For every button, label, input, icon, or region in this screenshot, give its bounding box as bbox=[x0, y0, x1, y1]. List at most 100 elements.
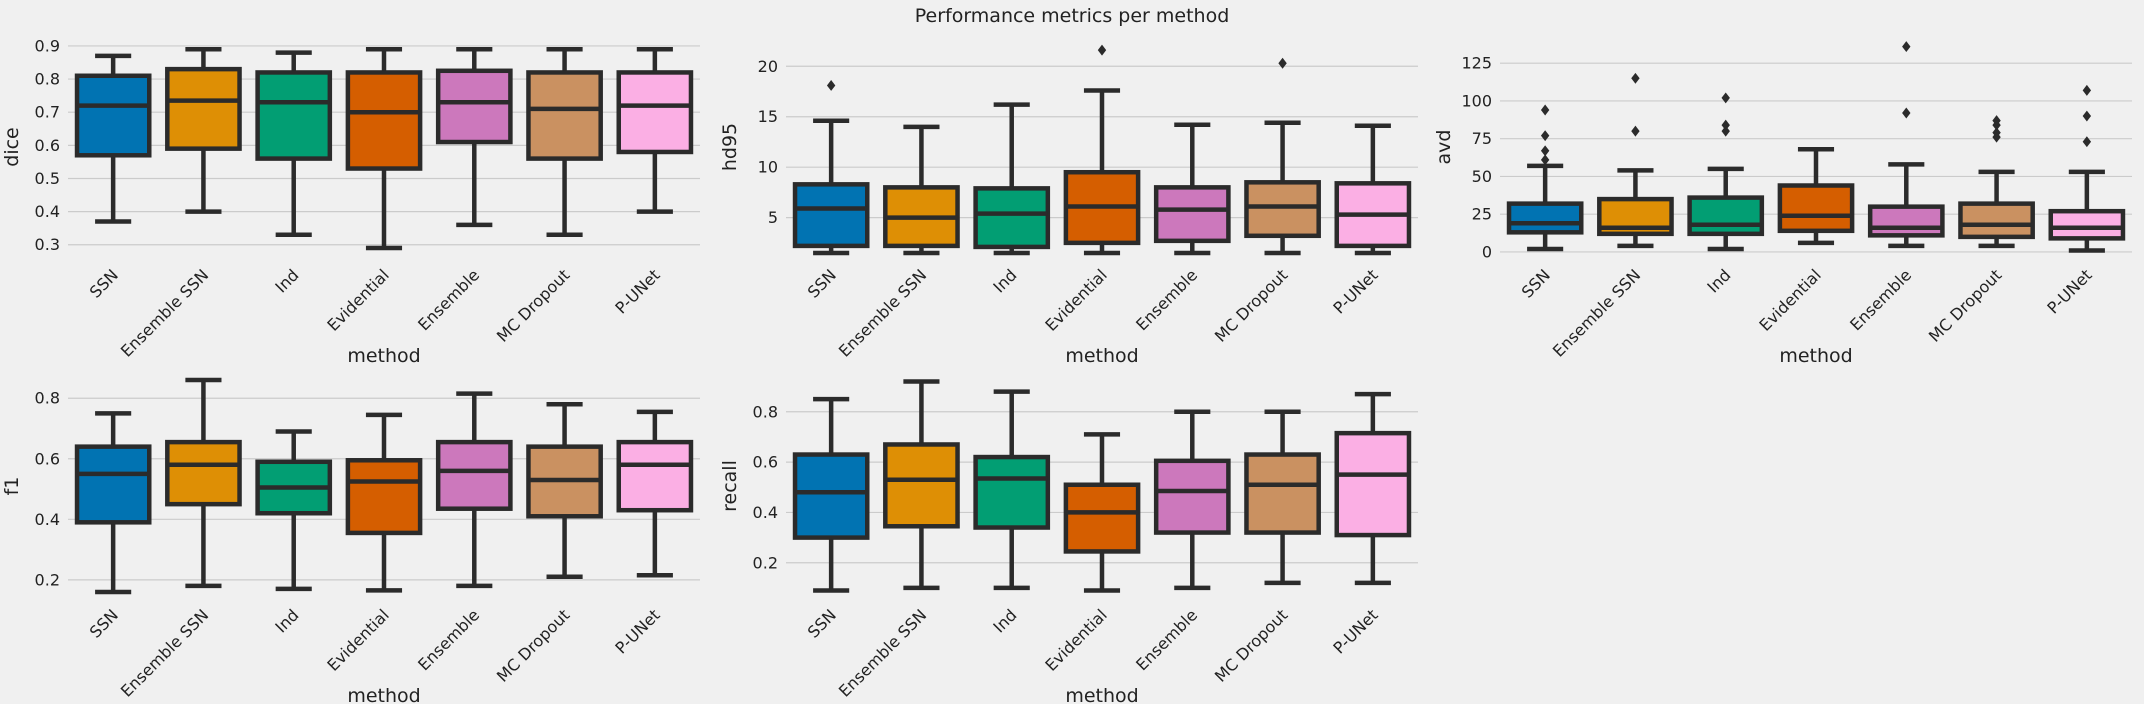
box-ensemble-ssn bbox=[1597, 72, 1674, 249]
box-ind bbox=[973, 102, 1051, 256]
outlier-point bbox=[1902, 107, 1911, 119]
iqr-box bbox=[1867, 204, 1945, 238]
box-mc-dropout bbox=[1244, 57, 1321, 256]
x-axis-label: method bbox=[347, 345, 420, 367]
iqr-box bbox=[1063, 482, 1141, 554]
iqr-box bbox=[1153, 185, 1231, 244]
box-ensemble-ssn bbox=[883, 124, 960, 256]
x-axis-label: method bbox=[1065, 685, 1138, 704]
iqr-box bbox=[165, 439, 242, 507]
y-axis-label: recall bbox=[719, 460, 741, 512]
x-axis-label: method bbox=[1779, 345, 1852, 367]
iqr-box bbox=[1244, 180, 1321, 239]
iqr-box bbox=[2048, 208, 2126, 241]
box-evidential bbox=[1063, 432, 1141, 593]
iqr-box bbox=[1777, 183, 1855, 234]
box-evidential bbox=[345, 412, 423, 593]
iqr-box bbox=[255, 70, 333, 161]
figure-title: Performance metrics per method bbox=[915, 5, 1230, 27]
outlier-point bbox=[1097, 44, 1107, 56]
outlier-point bbox=[2082, 136, 2092, 148]
y-axis-label: f1 bbox=[1, 477, 23, 496]
box-ssn bbox=[74, 53, 152, 224]
y-tick-label: 0.4 bbox=[753, 503, 778, 522]
y-tick-label: 0.9 bbox=[35, 36, 60, 55]
y-tick-label: 100 bbox=[1461, 91, 1492, 110]
outlier-point bbox=[2082, 110, 2092, 122]
iqr-box bbox=[973, 454, 1051, 530]
outlier-point bbox=[1540, 154, 1550, 166]
outlier-point bbox=[1540, 104, 1550, 116]
box-ensemble-ssn bbox=[883, 379, 960, 591]
y-tick-label: 0 bbox=[1482, 242, 1492, 261]
y-tick-label: 0.5 bbox=[35, 169, 60, 188]
y-axis-label: dice bbox=[1, 127, 23, 166]
box-ensemble bbox=[1153, 122, 1231, 256]
box-mc-dropout bbox=[526, 402, 603, 580]
box-ensemble bbox=[1153, 409, 1231, 591]
iqr-box bbox=[435, 439, 513, 511]
y-axis-label: avd bbox=[1433, 130, 1455, 165]
iqr-box bbox=[883, 442, 960, 529]
iqr-box bbox=[74, 444, 152, 525]
y-tick-label: 0.7 bbox=[35, 103, 60, 122]
iqr-box bbox=[1334, 430, 1412, 538]
iqr-box bbox=[345, 458, 423, 536]
box-ensemble bbox=[435, 47, 513, 228]
iqr-box bbox=[1153, 458, 1231, 535]
iqr-box bbox=[792, 182, 870, 249]
y-tick-label: 0.8 bbox=[35, 70, 60, 89]
outlier-point bbox=[1278, 57, 1287, 69]
box-ind bbox=[973, 389, 1051, 591]
y-tick-label: 15 bbox=[758, 107, 778, 126]
box-ind bbox=[1687, 92, 1765, 252]
box-evidential bbox=[1777, 147, 1855, 246]
box-mc-dropout bbox=[1958, 115, 2035, 249]
box-ssn bbox=[792, 79, 870, 256]
outlier-point bbox=[1992, 127, 2001, 139]
box-ensemble-ssn bbox=[165, 377, 242, 589]
iqr-box bbox=[1506, 201, 1584, 235]
y-axis-label: hd95 bbox=[719, 123, 741, 171]
box-ind bbox=[255, 50, 333, 238]
box-p-unet bbox=[616, 409, 694, 578]
x-axis-label: method bbox=[1065, 345, 1138, 367]
box-ensemble bbox=[435, 391, 513, 589]
y-tick-label: 20 bbox=[758, 57, 778, 76]
y-tick-label: 50 bbox=[1472, 167, 1492, 186]
iqr-box bbox=[1687, 195, 1765, 237]
outlier-point bbox=[1902, 41, 1911, 53]
y-tick-label: 0.8 bbox=[753, 402, 778, 421]
box-ssn bbox=[1506, 104, 1584, 252]
box-ssn bbox=[74, 411, 152, 595]
box-evidential bbox=[1063, 44, 1141, 256]
box-mc-dropout bbox=[1244, 409, 1321, 586]
x-axis-label: method bbox=[347, 685, 420, 704]
iqr-box bbox=[74, 73, 152, 158]
outlier-point bbox=[1540, 130, 1550, 142]
y-tick-label: 10 bbox=[758, 158, 778, 177]
outlier-point bbox=[1540, 145, 1550, 157]
outlier-point bbox=[1631, 125, 1640, 137]
y-tick-label: 75 bbox=[1472, 129, 1492, 148]
y-tick-label: 25 bbox=[1472, 205, 1492, 224]
iqr-box bbox=[435, 68, 513, 145]
y-tick-label: 0.4 bbox=[35, 202, 60, 221]
iqr-box bbox=[1958, 201, 2035, 240]
y-tick-label: 5 bbox=[768, 208, 778, 227]
iqr-box bbox=[165, 66, 242, 151]
y-tick-label: 0.6 bbox=[35, 449, 60, 468]
y-tick-label: 0.6 bbox=[753, 453, 778, 472]
outlier-point bbox=[1721, 119, 1730, 131]
y-tick-label: 0.8 bbox=[35, 389, 60, 408]
box-mc-dropout bbox=[526, 47, 603, 238]
box-p-unet bbox=[616, 47, 694, 214]
box-ensemble bbox=[1867, 41, 1945, 249]
outlier-point bbox=[2082, 84, 2092, 96]
y-tick-label: 125 bbox=[1461, 54, 1492, 73]
iqr-box bbox=[1244, 452, 1321, 535]
outlier-point bbox=[826, 79, 836, 91]
y-tick-label: 0.4 bbox=[35, 510, 60, 529]
y-tick-label: 0.6 bbox=[35, 136, 60, 155]
y-tick-label: 0.3 bbox=[35, 235, 60, 254]
